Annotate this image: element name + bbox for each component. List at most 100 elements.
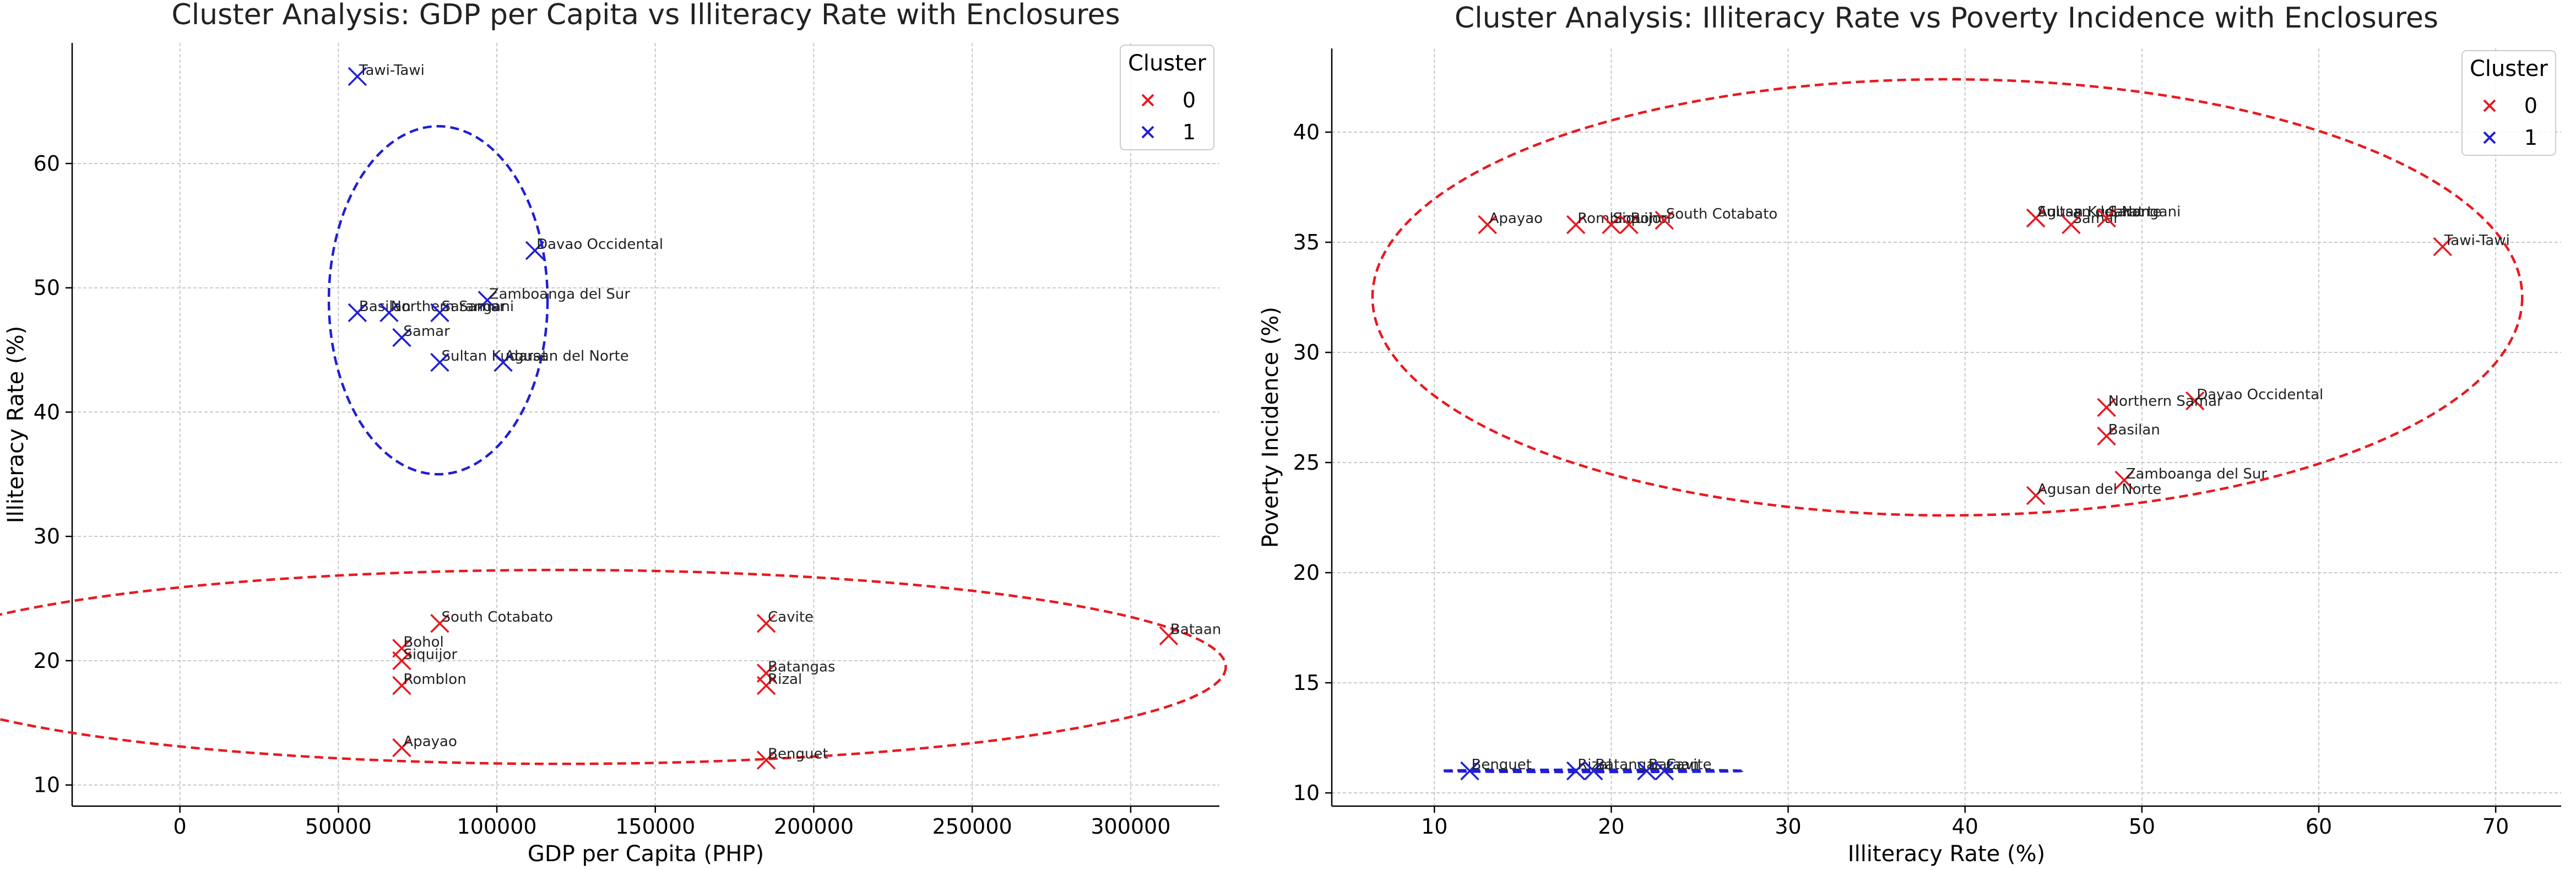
y-axis-label: Poverty Incidence (%) xyxy=(1258,307,1283,548)
y-tick-label: 35 xyxy=(1293,230,1320,254)
y-tick-label: 50 xyxy=(34,276,60,300)
point-label: Samar xyxy=(403,323,450,340)
y-tick-label: 30 xyxy=(1293,340,1320,365)
legend-title: Cluster xyxy=(1128,51,1207,76)
data-point xyxy=(2433,237,2453,257)
legend-marker xyxy=(1141,94,1154,107)
y-tick-label: 20 xyxy=(34,649,60,673)
y-tick-label: 15 xyxy=(1293,671,1320,695)
data-point xyxy=(2097,208,2116,228)
data-point xyxy=(2026,208,2046,228)
point-label: Sultan Kudarat xyxy=(2037,204,2144,220)
point-label: Davao Occidental xyxy=(536,236,663,253)
data-point xyxy=(756,676,776,695)
legend-box xyxy=(1120,45,1214,150)
y-tick-label: 25 xyxy=(1293,450,1320,475)
grid xyxy=(72,43,1219,806)
legend-entry-label: 0 xyxy=(1183,88,1196,112)
point-label: Romblon xyxy=(403,671,466,688)
point-label: Sarangani xyxy=(2108,204,2181,220)
marker-stroke xyxy=(1159,626,1179,645)
x-tick-label: 50 xyxy=(2129,814,2155,839)
data-point xyxy=(2114,470,2134,490)
data-point xyxy=(756,751,776,770)
marker-stroke xyxy=(2433,237,2453,257)
marker-stroke xyxy=(392,328,411,347)
marker-stroke xyxy=(2097,398,2116,417)
marker-stroke xyxy=(430,352,449,372)
y-axis-label: Illiteracy Rate (%) xyxy=(3,326,29,523)
marker-stroke xyxy=(493,352,513,372)
enclosure-cluster-1 xyxy=(1440,768,1744,774)
data-point xyxy=(392,738,411,758)
marker-stroke xyxy=(348,67,367,86)
marker-stroke xyxy=(1478,215,1497,235)
data-point xyxy=(430,613,449,633)
legend-entry-label: 1 xyxy=(2524,126,2537,150)
marker-stroke xyxy=(1566,761,1586,781)
data-point xyxy=(2026,486,2046,505)
data-point xyxy=(348,67,367,86)
marker-stroke xyxy=(348,303,367,323)
data-point xyxy=(1159,626,1179,645)
legend-marker xyxy=(1141,126,1154,139)
data-point xyxy=(430,303,449,323)
data-point xyxy=(478,291,497,310)
marker-stroke xyxy=(1566,215,1586,235)
enclosure-cluster-0 xyxy=(0,568,1227,765)
point-label: Zamboanga del Sur xyxy=(2126,466,2268,482)
marker-stroke xyxy=(525,241,545,260)
data-point xyxy=(392,676,411,695)
point-label: Bataan xyxy=(1170,622,1221,638)
x-axis-label: GDP per Capita (PHP) xyxy=(528,841,764,867)
x-tick-label: 200000 xyxy=(774,814,854,839)
marker-stroke xyxy=(756,676,776,695)
point-label: Bohol xyxy=(1631,210,1671,227)
marker-stroke xyxy=(1637,761,1656,781)
x-tick-label: 0 xyxy=(173,814,187,839)
x-tick-label: 70 xyxy=(2482,814,2509,839)
marker-stroke xyxy=(2097,426,2116,446)
data-point xyxy=(1584,761,1603,781)
point-label: Bohol xyxy=(403,634,443,650)
y-tick-label: 60 xyxy=(34,151,60,176)
chart-1: 0 50000 100000 150000 200000 250000 3000001020… xyxy=(0,0,1227,867)
legend-title: Cluster xyxy=(2470,56,2548,81)
data-point xyxy=(525,241,545,260)
point-label: Apayao xyxy=(403,733,457,750)
data-point xyxy=(2097,426,2116,446)
x-tick-label: 250000 xyxy=(932,814,1012,839)
point-label: Tawi-Tawi xyxy=(359,62,425,79)
x-tick-label: 50000 xyxy=(305,814,372,839)
marker-stroke xyxy=(2114,470,2134,490)
marker-stroke xyxy=(2062,215,2081,235)
point-label: Tawi-Tawi xyxy=(2444,232,2510,249)
data-point xyxy=(1478,215,1497,235)
legend-marker xyxy=(2483,131,2496,144)
series-cluster-1: Tawi-Tawi Davao Occidental Zamboanga del S… xyxy=(348,62,663,372)
point-label: Northern Samar xyxy=(2108,393,2223,410)
marker-stroke xyxy=(392,651,411,671)
data-point xyxy=(1655,761,1674,781)
data-point xyxy=(2097,398,2116,417)
data-point xyxy=(1566,215,1586,235)
point-label: Basilan xyxy=(2108,422,2160,438)
enclosure-cluster-1 xyxy=(327,124,549,476)
point-label: Benguet xyxy=(768,746,828,762)
legend-entry-label: 1 xyxy=(1183,120,1196,144)
marker-stroke xyxy=(1602,215,1621,235)
marker-stroke xyxy=(392,738,411,758)
marker-stroke xyxy=(2026,486,2046,505)
data-point xyxy=(1655,210,1674,230)
y-tick-label: 10 xyxy=(34,773,60,797)
data-point xyxy=(348,303,367,323)
marker-stroke xyxy=(756,751,776,770)
y-tick-label: 20 xyxy=(1293,561,1320,585)
y-tick-label: 40 xyxy=(34,400,60,424)
point-label: Benguet xyxy=(1471,757,1531,773)
